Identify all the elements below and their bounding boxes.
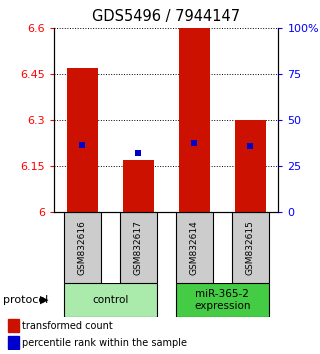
Bar [8,319,19,332]
Title: GDS5496 / 7944147: GDS5496 / 7944147 [92,9,240,24]
Text: miR-365-2
expression: miR-365-2 expression [194,289,251,311]
Text: transformed count: transformed count [22,321,113,331]
Text: GSM832617: GSM832617 [134,220,143,275]
Text: percentile rank within the sample: percentile rank within the sample [22,338,187,348]
Bar [176,212,213,283]
Bar [64,283,157,317]
Bar [232,212,269,283]
Bar [176,283,269,317]
Bar [179,28,210,212]
Text: ▶: ▶ [40,295,49,305]
Bar [235,120,266,212]
Bar [67,68,98,212]
Text: GSM832615: GSM832615 [246,220,255,275]
Bar [64,212,101,283]
Text: GSM832616: GSM832616 [78,220,87,275]
Text: protocol: protocol [3,295,48,305]
Bar [8,336,19,349]
Bar [120,212,157,283]
Text: control: control [92,295,129,305]
Text: GSM832614: GSM832614 [190,221,199,275]
Bar [123,160,154,212]
